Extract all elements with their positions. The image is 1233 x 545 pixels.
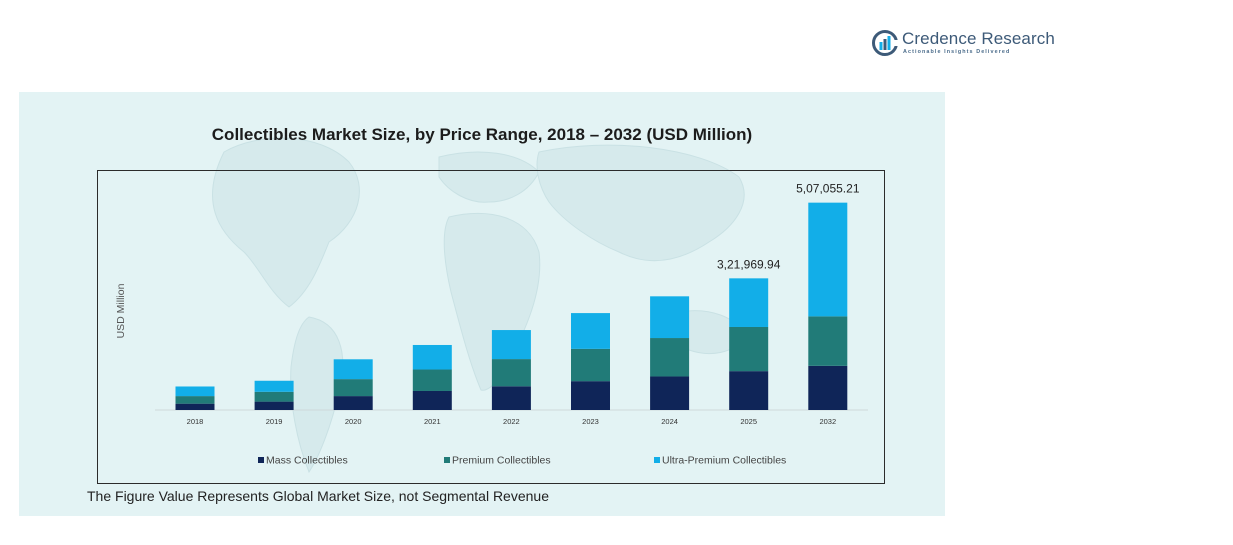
chart-plot: USD Million 2018 2019 2020 2021 2022 2023 2024…: [115, 182, 868, 467]
x-tick-2020: 2020: [345, 417, 362, 426]
bar-ultra-premium-collectibles-2032: [808, 202, 848, 317]
x-tick-2025: 2025: [740, 417, 757, 426]
x-tick-2018: 2018: [187, 417, 204, 426]
bar-premium-collectibles-2019: [254, 391, 294, 402]
data-labels: 3,21,969.94 5,07,055.21: [717, 182, 860, 272]
bar-premium-collectibles-2022: [491, 359, 531, 387]
bar-mass-collectibles-2024: [650, 376, 690, 410]
bar-premium-collectibles-2018: [175, 396, 215, 404]
bar-ultra-premium-collectibles-2024: [650, 296, 690, 339]
bar-premium-collectibles-2025: [729, 326, 769, 372]
bar-ultra-premium-collectibles-2023: [571, 313, 610, 349]
y-axis-label: USD Million: [115, 283, 127, 338]
bar-mass-collectibles-2032: [808, 365, 848, 410]
bar-mass-collectibles-2019: [254, 401, 294, 410]
legend-label-1: Mass Collectibles: [266, 455, 348, 467]
bar-mass-collectibles-2025: [729, 371, 769, 410]
bar-mass-collectibles-2020: [333, 396, 373, 410]
x-tick-2023: 2023: [582, 417, 599, 426]
bar-premium-collectibles-2020: [333, 379, 373, 397]
chart-frame: USD Million 2018 2019 2020 2021 2022 2023 2024…: [97, 170, 885, 484]
bar-mass-collectibles-2018: [175, 403, 215, 410]
chart-panel: Collectibles Market Size, by Price Range…: [19, 92, 945, 516]
logo-name: Credence Research: [902, 29, 1055, 48]
x-tick-2019: 2019: [266, 417, 283, 426]
bar-mass-collectibles-2021: [412, 390, 452, 410]
bar-premium-collectibles-2024: [650, 338, 690, 377]
figure-caption: The Figure Value Represents Global Marke…: [87, 488, 549, 504]
bars-layer: [175, 202, 848, 410]
bar-mass-collectibles-2022: [491, 386, 531, 410]
bar-ultra-premium-collectibles-2020: [333, 359, 373, 380]
credence-logo-icon: [872, 30, 898, 56]
legend: Mass Collectibles Premium Collectibles Ult…: [258, 455, 786, 467]
bar-ultra-premium-collectibles-2021: [412, 344, 452, 370]
bar-ultra-premium-collectibles-2025: [729, 278, 769, 327]
legend-label-2: Premium Collectibles: [452, 455, 551, 467]
legend-swatch-1: [258, 457, 264, 463]
x-tick-2024: 2024: [661, 417, 678, 426]
x-tick-2022: 2022: [503, 417, 520, 426]
data-label-2025: 3,21,969.94: [717, 257, 781, 271]
bar-mass-collectibles-2023: [571, 381, 610, 410]
logo-tagline: Actionable Insights Delivered: [903, 49, 1011, 55]
bar-premium-collectibles-2021: [412, 369, 452, 391]
data-label-2032: 5,07,055.21: [796, 182, 860, 196]
x-tick-labels: 2018 2019 2020 2021 2022 2023 2024 2025 2032: [187, 417, 836, 426]
bar-ultra-premium-collectibles-2022: [491, 330, 531, 360]
bar-premium-collectibles-2023: [571, 348, 610, 382]
chart-title: Collectibles Market Size, by Price Range…: [211, 125, 753, 144]
legend-label-3: Ultra-Premium Collectibles: [662, 455, 786, 467]
x-tick-2032: 2032: [819, 417, 836, 426]
legend-swatch-3: [654, 457, 660, 463]
bar-ultra-premium-collectibles-2018: [175, 386, 215, 397]
legend-swatch-2: [444, 457, 450, 463]
x-tick-2021: 2021: [424, 417, 441, 426]
bar-ultra-premium-collectibles-2019: [254, 380, 294, 392]
credence-research-logo: Credence Research Actionable Insights De…: [872, 28, 1062, 60]
bar-premium-collectibles-2032: [808, 316, 848, 366]
